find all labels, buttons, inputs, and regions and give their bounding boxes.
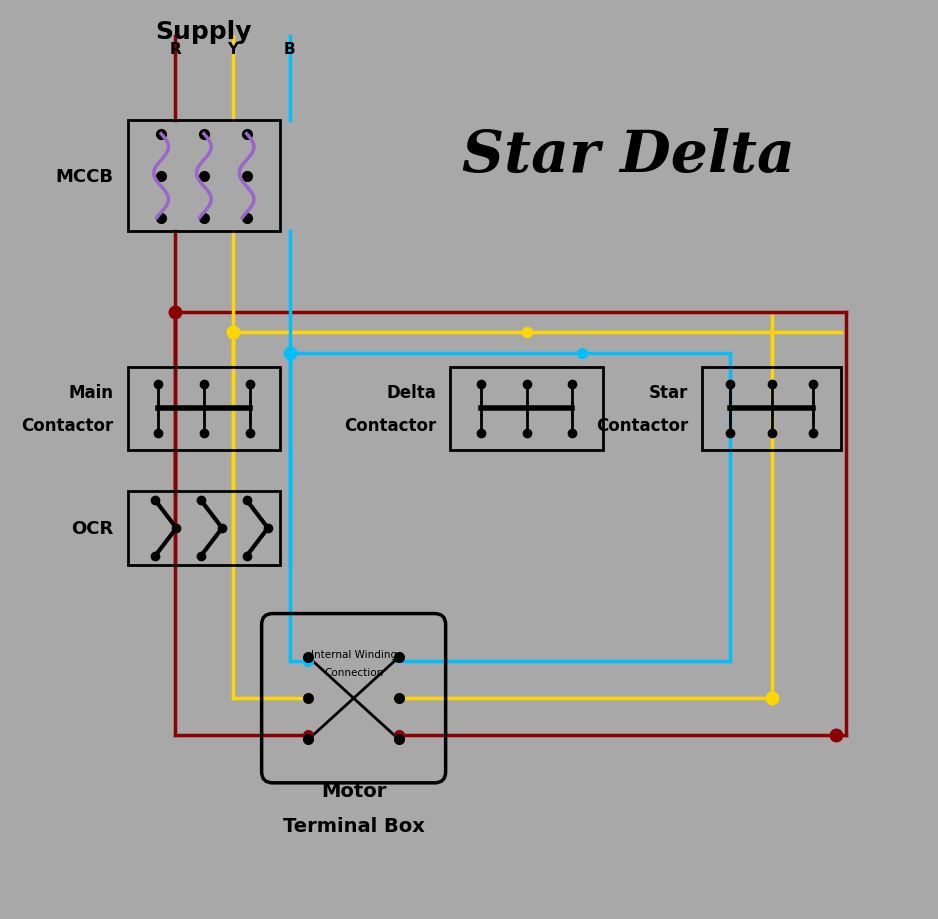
Text: Contactor: Contactor bbox=[597, 416, 688, 435]
Bar bbox=[703, 368, 840, 450]
Text: Contactor: Contactor bbox=[22, 416, 113, 435]
Text: Star Delta: Star Delta bbox=[461, 128, 794, 185]
Bar bbox=[128, 492, 280, 565]
Text: Connection: Connection bbox=[324, 667, 384, 677]
Text: Main: Main bbox=[68, 383, 113, 402]
Text: Star: Star bbox=[649, 383, 688, 402]
Text: Contactor: Contactor bbox=[344, 416, 436, 435]
Text: Terminal Box: Terminal Box bbox=[282, 816, 425, 835]
Text: MCCB: MCCB bbox=[55, 167, 113, 186]
Text: Y: Y bbox=[227, 42, 238, 57]
Text: Supply: Supply bbox=[156, 20, 252, 44]
Text: Internal Winding: Internal Winding bbox=[310, 650, 397, 659]
Bar bbox=[128, 121, 280, 232]
Text: Motor: Motor bbox=[321, 781, 386, 800]
Bar bbox=[450, 368, 603, 450]
Text: R: R bbox=[170, 42, 181, 57]
Text: B: B bbox=[284, 42, 295, 57]
Text: OCR: OCR bbox=[71, 519, 113, 538]
Text: Delta: Delta bbox=[386, 383, 436, 402]
Bar bbox=[128, 368, 280, 450]
